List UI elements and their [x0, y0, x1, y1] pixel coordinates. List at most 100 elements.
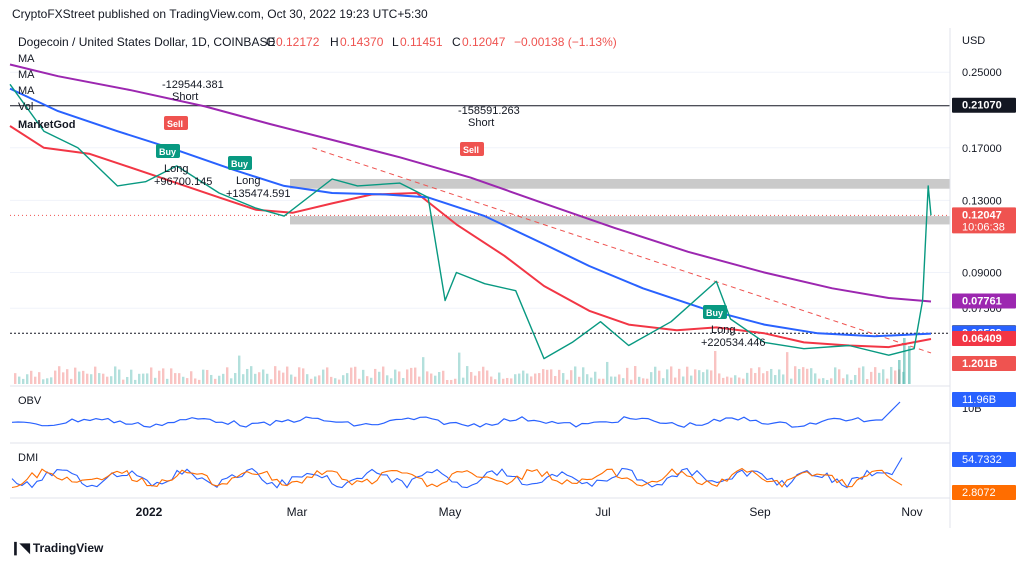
volume-bar — [562, 373, 565, 384]
signal-badge-bg — [156, 144, 180, 158]
volume-bar — [458, 352, 461, 384]
volume-bar — [110, 376, 113, 384]
signal-badge-bg — [164, 116, 188, 130]
chart[interactable]: SellShort-129544.381BuyLong+96700.145Buy… — [0, 28, 1031, 538]
ohlc-legend: O 0.12172 H 0.14370 L 0.11451 C 0.12047 … — [266, 35, 617, 49]
volume-bar — [378, 371, 381, 384]
ohlc-o-value: 0.12172 — [276, 35, 320, 49]
indicator-label-ma-3: MA — [18, 85, 35, 97]
volume-bar — [342, 375, 345, 384]
volume-bar — [614, 376, 617, 384]
volume-bar — [322, 369, 325, 384]
signal-value: -158591.263 — [458, 105, 520, 117]
volume-bar — [174, 373, 177, 384]
volume-bar — [418, 376, 421, 384]
volume-bar — [290, 374, 293, 384]
signal-value: +220534.446 — [701, 337, 766, 349]
volume-bar — [198, 379, 201, 384]
volume-bar — [82, 370, 85, 384]
dmi-plus-badge: 54.7332 — [952, 452, 1016, 467]
volume-bar — [398, 371, 401, 384]
volume-bar — [574, 366, 577, 384]
time-tick-2: May — [439, 505, 462, 519]
time-axis-ticks: 2022 Mar May Jul Sep Nov — [136, 505, 923, 519]
signal-0: Sell Short-129544.381 — [162, 79, 224, 130]
volume-bar — [222, 373, 225, 384]
volume-bar — [186, 378, 189, 384]
signal-badge: Buy — [231, 159, 248, 169]
volume-bar — [374, 368, 377, 384]
volume-bar — [730, 377, 733, 384]
volume-bar — [306, 374, 309, 384]
volume-bar — [210, 374, 213, 384]
zones — [290, 178, 950, 225]
volume-bar — [750, 368, 753, 384]
volume-bar — [834, 367, 837, 384]
volume-bar — [230, 378, 233, 384]
ma-fast-line — [9, 125, 932, 349]
volume-bar — [826, 379, 829, 384]
price-pane[interactable] — [10, 28, 950, 386]
price-badge-value: 0.06409 — [962, 333, 1002, 345]
volume-bar — [226, 367, 229, 384]
volume-bar — [674, 377, 677, 384]
volume-bar — [302, 368, 305, 384]
volume-bar — [702, 372, 705, 384]
volume-bar — [690, 375, 693, 384]
volume-bar — [62, 372, 65, 384]
ohlc-l-value: 0.11451 — [400, 35, 443, 49]
volume-bar — [478, 371, 481, 384]
volume-bar — [582, 367, 585, 384]
volume-bar — [722, 377, 725, 384]
volume-bar — [774, 375, 777, 384]
volume-bar — [494, 379, 497, 384]
volume-bar — [98, 373, 101, 384]
volume-bar — [106, 376, 109, 384]
volume-bar — [314, 376, 317, 384]
time-tick-0: 2022 — [136, 505, 163, 519]
zone-1 — [290, 216, 950, 225]
volume-bar — [658, 370, 661, 384]
price-badge-sub: 10:06:38 — [962, 221, 1005, 233]
symbol-title: Dogecoin / United States Dollar, 1D, COI… — [18, 35, 275, 49]
volume-bar — [586, 374, 589, 384]
volume-bar — [78, 371, 81, 384]
volume-bar — [866, 379, 869, 384]
signal-value: -129544.381 — [162, 79, 224, 91]
volume-bar — [370, 377, 373, 384]
signal-badge-bg — [703, 305, 727, 319]
volume-bar — [810, 368, 813, 384]
volume-bar — [806, 368, 809, 384]
ohlc-o-key: O — [266, 35, 275, 49]
volume-bar — [734, 375, 737, 384]
volume-bar — [42, 379, 45, 384]
obv-badge-value: 11.96B — [962, 394, 996, 406]
signal-type: Long — [164, 163, 188, 175]
volume-bar — [442, 370, 445, 384]
ohlc-change: −0.00138 (−1.13%) — [514, 35, 617, 49]
dmi-minus-badge-value: 2.8072 — [962, 487, 996, 499]
volume-bar — [234, 373, 237, 384]
time-tick-1: Mar — [287, 505, 308, 519]
volume-bar — [538, 373, 541, 384]
volume-bar — [638, 376, 641, 384]
volume-bar — [706, 369, 709, 384]
volume-bar — [718, 373, 721, 384]
footer-brand: TradingView — [32, 541, 104, 555]
signal-badge: Buy — [706, 308, 723, 318]
volume-bar — [642, 378, 645, 384]
volume-bar — [554, 376, 557, 384]
volume-bar — [454, 378, 457, 384]
volume-bar — [266, 373, 269, 384]
volume-bar — [14, 373, 17, 384]
signal-3: Sell Short-158591.263 — [458, 105, 520, 156]
volume-bar — [310, 378, 313, 384]
volume-bar — [258, 372, 261, 384]
volume-bar — [482, 366, 485, 384]
volume-bar — [354, 366, 357, 384]
price-badge-value: 1.201B — [962, 358, 998, 370]
price-tick-1: 0.17000 — [962, 143, 1002, 155]
volume-bar — [558, 369, 561, 384]
volume-bar — [898, 360, 901, 384]
volume-bar — [438, 372, 441, 384]
